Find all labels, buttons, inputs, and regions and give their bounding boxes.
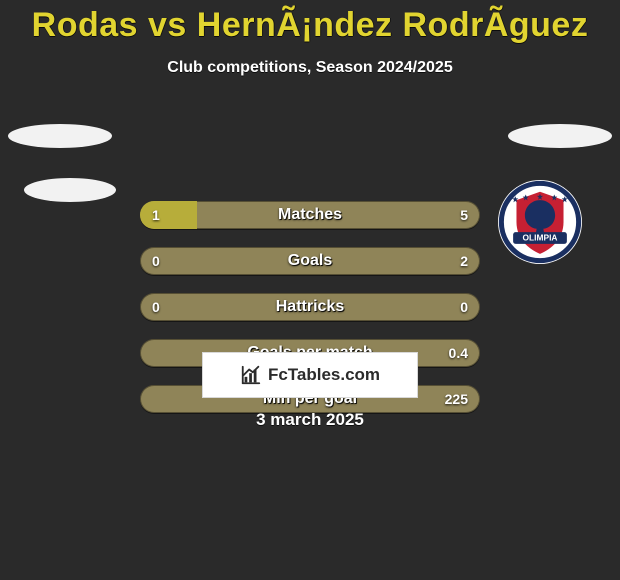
stat-right-value: 225	[445, 385, 468, 413]
stat-row: Hattricks0 0	[140, 293, 480, 321]
stat-left-value: 0	[152, 247, 160, 275]
brand-chart-icon	[240, 364, 262, 386]
club-badge-icon: OLIMPIA	[498, 180, 582, 264]
stat-left-value: 1	[152, 201, 160, 229]
stat-label: Hattricks	[140, 293, 480, 321]
brand-box: FcTables.com	[202, 352, 418, 398]
svg-text:OLIMPIA: OLIMPIA	[523, 232, 558, 242]
stat-label: Matches	[140, 201, 480, 229]
left-oval	[24, 178, 116, 202]
stat-right-value: 0.4	[449, 339, 468, 367]
stat-right-value: 5	[460, 201, 468, 229]
stat-left-value: 0	[152, 293, 160, 321]
page-title: Rodas vs HernÃ¡ndez RodrÃ­guez	[0, 0, 620, 45]
stat-row: Goals0 2	[140, 247, 480, 275]
stat-label: Goals	[140, 247, 480, 275]
date-text: 3 march 2025	[0, 410, 620, 430]
stat-right-value: 2	[460, 247, 468, 275]
left-oval	[8, 124, 112, 148]
subtitle: Club competitions, Season 2024/2025	[0, 59, 620, 77]
comparison-infographic: Rodas vs HernÃ¡ndez RodrÃ­guez Club comp…	[0, 0, 620, 580]
club-badge: OLIMPIA	[498, 180, 582, 264]
brand-text: FcTables.com	[268, 365, 380, 385]
stat-right-value: 0	[460, 293, 468, 321]
right-oval	[508, 124, 612, 148]
stat-row: Matches1 5	[140, 201, 480, 229]
